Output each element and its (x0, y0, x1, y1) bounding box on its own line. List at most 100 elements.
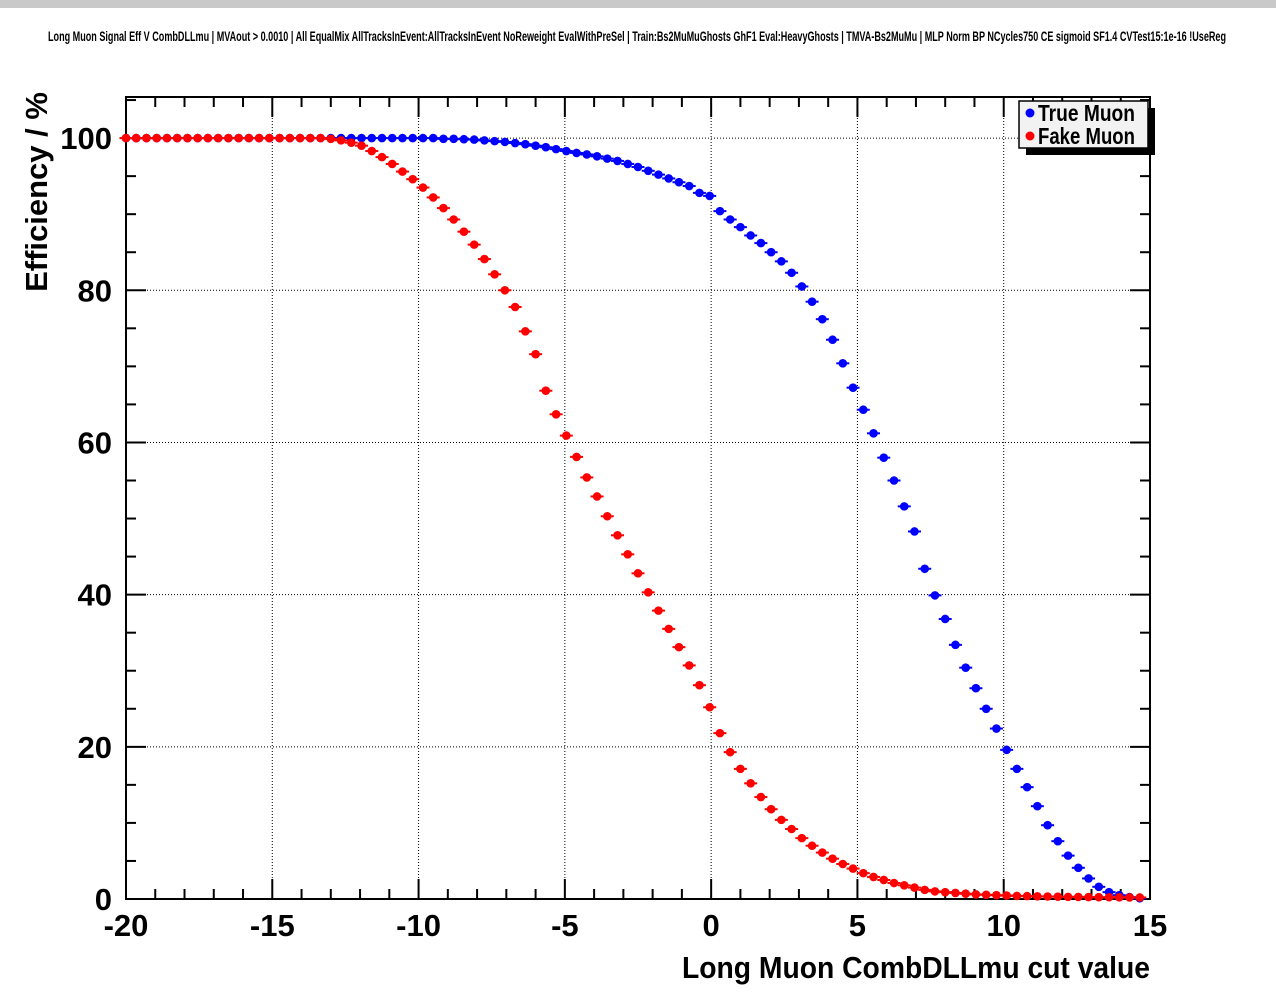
data-point (510, 138, 520, 148)
data-point (1104, 892, 1114, 902)
data-point (572, 148, 581, 158)
data-point (777, 257, 786, 266)
data-point (623, 159, 633, 169)
data-point (428, 133, 438, 143)
data-point (346, 138, 356, 147)
data-point (336, 136, 346, 145)
data-point (623, 550, 633, 559)
data-point (879, 875, 889, 885)
data-point (838, 359, 848, 368)
data-point (971, 890, 981, 899)
data-point (981, 890, 991, 900)
data-point (418, 133, 428, 143)
data-point (592, 152, 602, 161)
data-point (582, 473, 592, 482)
data-point (562, 146, 571, 156)
data-point (521, 139, 530, 149)
data-point (490, 269, 499, 279)
data-point (613, 530, 622, 540)
y-tick-label: 40 (78, 578, 112, 613)
data-point (654, 606, 663, 615)
y-tick-labels: 0 20 40 60 80 100 (60, 121, 112, 917)
data-point (142, 133, 151, 143)
data-point (306, 133, 315, 143)
data-point (940, 614, 950, 624)
x-tick-label: 0 (703, 908, 720, 943)
chart-title: Long Muon Signal Eff V CombDLLmu | MVAou… (48, 29, 1226, 44)
data-point (1063, 851, 1073, 860)
fake-muon-marker-icon (1025, 131, 1035, 141)
data-point (541, 142, 551, 152)
data-point (295, 133, 305, 143)
data-point (449, 134, 458, 144)
data-point (1125, 893, 1134, 902)
x-tick-label: 5 (849, 908, 866, 943)
data-point (1063, 892, 1073, 902)
data-point (244, 133, 254, 143)
data-point (889, 476, 899, 485)
x-tick-label: -10 (396, 908, 441, 943)
data-point (643, 166, 653, 176)
data-point (1074, 892, 1083, 902)
data-point (172, 133, 182, 143)
data-point (254, 133, 264, 143)
data-point (961, 889, 970, 898)
x-tick-label: 15 (1133, 908, 1167, 943)
data-point (643, 588, 653, 597)
data-point (131, 133, 141, 143)
data-point (992, 724, 1001, 733)
data-point (203, 133, 213, 143)
data-point (930, 887, 940, 896)
data-point (746, 779, 755, 788)
data-point (654, 170, 663, 179)
data-point (1094, 892, 1104, 902)
data-point (725, 215, 735, 224)
data-point (787, 268, 796, 278)
data-point (1114, 893, 1124, 902)
data-point (971, 683, 981, 693)
data-point (602, 154, 612, 163)
data-point (930, 591, 940, 600)
data-point (377, 152, 387, 162)
data-point (848, 383, 858, 392)
data-point (193, 133, 202, 143)
gridlines (126, 97, 1150, 899)
data-point (439, 203, 448, 213)
data-point (899, 881, 909, 890)
data-point (439, 134, 448, 144)
data-point (1033, 892, 1042, 901)
data-point (377, 133, 387, 143)
data-point (500, 285, 510, 295)
data-point (695, 188, 704, 198)
data-point (1084, 874, 1093, 883)
data-point (285, 133, 295, 143)
window-top-edge (0, 0, 1276, 8)
x-tick-label: -5 (551, 908, 579, 943)
data-point (428, 193, 438, 202)
y-axis-title: Efficiency / % (19, 92, 54, 292)
data-point (480, 254, 489, 264)
data-series (119, 133, 1147, 903)
data-point (1094, 882, 1104, 892)
data-point (602, 511, 612, 521)
data-point (858, 405, 868, 415)
data-point (818, 314, 827, 324)
data-point (1053, 892, 1063, 902)
data-point (613, 156, 622, 166)
data-point (1022, 782, 1032, 792)
data-point (408, 133, 418, 143)
data-point (746, 231, 755, 240)
data-point (572, 452, 581, 462)
data-point (459, 134, 469, 144)
data-point (510, 302, 520, 312)
data-point (224, 133, 233, 143)
data-point (951, 640, 960, 650)
data-point (736, 764, 745, 774)
data-point (531, 141, 540, 150)
data-point (674, 177, 684, 187)
y-tick-label: 100 (60, 121, 112, 156)
legend-label-true-muon: True Muon (1038, 100, 1135, 126)
data-point (920, 885, 930, 895)
data-point (1135, 893, 1145, 902)
